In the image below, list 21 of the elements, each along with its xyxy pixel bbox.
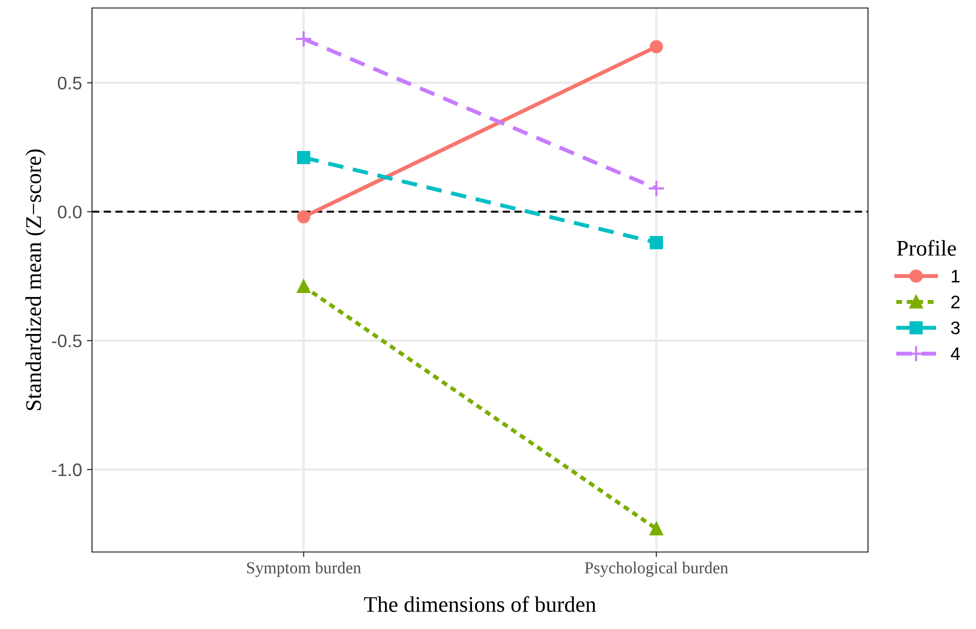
legend-title: Profile — [896, 240, 956, 256]
y-tick-label: 0.5 — [58, 76, 82, 90]
y-tick-label: -0.5 — [52, 334, 82, 348]
legend-label: 4 — [950, 348, 960, 360]
legend-label: 2 — [951, 296, 960, 308]
x-axis-title: The dimensions of burden — [364, 596, 596, 612]
point — [650, 236, 663, 250]
point — [650, 40, 663, 54]
point — [648, 180, 666, 198]
legend-label: 1 — [952, 270, 960, 282]
y-tick-label: -1.0 — [52, 463, 82, 476]
point — [650, 522, 663, 536]
point — [294, 30, 312, 48]
point — [297, 280, 310, 294]
y-tick-label: 0.0 — [58, 206, 82, 218]
y-axis-title: Standardized mean (Z−score) — [25, 149, 46, 410]
point — [297, 150, 310, 164]
x-tick-label: Symptom burden — [247, 562, 362, 577]
legend-label: 3 — [951, 322, 960, 334]
point — [297, 210, 310, 224]
x-tick-label: Psychological burden — [584, 562, 728, 577]
